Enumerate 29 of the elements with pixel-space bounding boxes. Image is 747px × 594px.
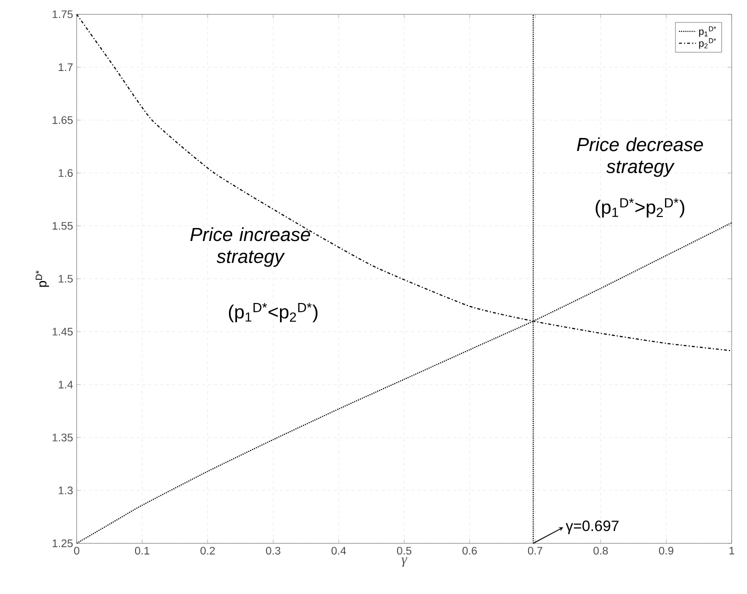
x-tick-label: 0.7 xyxy=(528,546,542,555)
y-tick-label: 1.5 xyxy=(58,274,73,283)
annotation: Price increase strategy xyxy=(190,227,310,267)
y-tick-label: 1.3 xyxy=(58,486,73,494)
x-tick-label: 0.5 xyxy=(397,546,412,555)
y-tick-label: 1.25 xyxy=(52,539,73,548)
x-tick-label: 0.8 xyxy=(594,546,608,555)
y-tick-label: 1.4 xyxy=(58,380,73,388)
y-tick-label: 1.35 xyxy=(52,434,73,442)
annotation: (p$_{1}$$^{D*}$<p$_{2}$$^{D*}$) xyxy=(228,303,318,322)
y-tick-label: 1.6 xyxy=(58,169,73,177)
x-tick-label: 0.1 xyxy=(135,546,150,555)
x-tick-label: 0.9 xyxy=(659,546,674,555)
x-tick-label: 1 xyxy=(729,546,734,554)
x-tick-label: 0 xyxy=(74,546,80,555)
y-tick-label: 1.7 xyxy=(58,63,73,71)
x-tick-label: 0.6 xyxy=(462,546,477,555)
y-tick-label: 1.45 xyxy=(52,328,73,336)
x-axis-title: γ xyxy=(402,557,408,567)
y-tick-label: 1.65 xyxy=(52,116,73,124)
y-axis-title: p$^{D*}$ xyxy=(36,270,50,287)
x-tick-label: 0.3 xyxy=(266,546,280,555)
y-tick-label: 1.55 xyxy=(52,222,73,230)
annotation: Price decrease strategy xyxy=(576,137,703,177)
annotation: (p$_{1}$$^{D*}$>p$_{2}$$^{D*}$) xyxy=(596,198,684,218)
x-tick-label: 0.4 xyxy=(332,546,346,555)
y-tick-label: 1.75 xyxy=(52,10,73,18)
x-tick-label: 0.2 xyxy=(200,546,215,555)
ref-line-label: γ=0.697 xyxy=(566,520,619,534)
